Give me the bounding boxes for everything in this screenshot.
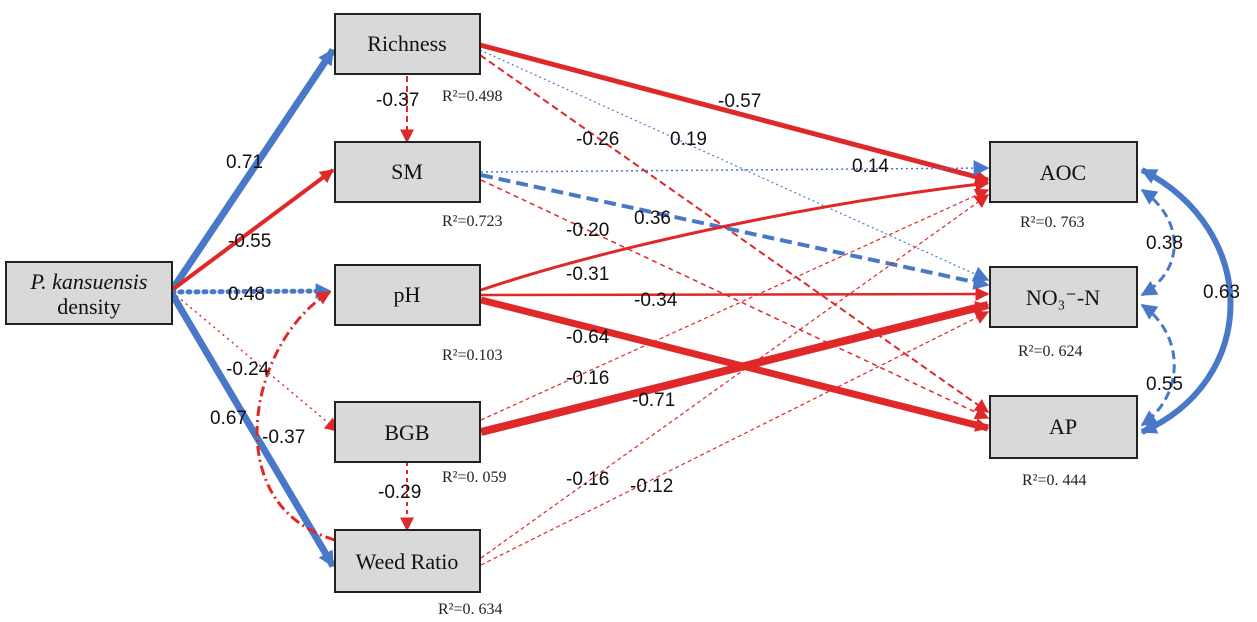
path-weed-aoc	[480, 194, 990, 559]
coef-pk-ph: 0.48	[228, 284, 265, 305]
node-sm: SM R²=0.723	[334, 141, 503, 230]
path-ph-ap	[480, 296, 990, 432]
coef-pk-sm: -0.55	[228, 231, 271, 252]
path-no3-ap-correlation	[1140, 303, 1176, 427]
node-weed-label: Weed Ratio	[356, 549, 459, 574]
node-ap-r2: R²=0. 444	[1022, 472, 1087, 489]
node-pk-density: P. kansuensis density	[5, 261, 173, 325]
node-ph: pH R²=0.103	[334, 264, 503, 364]
coef-pk-richness: 0.71	[226, 152, 263, 173]
coef-bgb-no3: -0.71	[632, 390, 675, 411]
coef-pk-bgb: -0.24	[226, 359, 270, 380]
node-aoc-label: AOC	[1040, 160, 1086, 185]
path-pk-ph	[169, 283, 333, 300]
node-no3-r2: R²=0. 624	[1018, 343, 1083, 360]
nodes-layer: P. kansuensis density Richness R²=0.498 …	[5, 13, 1138, 618]
path-aoc-ap-correlation	[1140, 167, 1234, 435]
coef-aoc-no3: 0.38	[1146, 233, 1183, 254]
path-richness-ap	[479, 54, 990, 413]
node-pk-line1: P. kansuensis	[30, 269, 148, 294]
node-ap-label: AP	[1049, 414, 1077, 439]
coef-sm-aoc: 0.14	[852, 156, 889, 177]
node-aoc: AOC R²=0. 763	[989, 141, 1138, 231]
path-bgb-aoc	[480, 188, 990, 421]
node-bgb: BGB R²=0. 059	[334, 401, 507, 486]
node-sm-r2: R²=0.723	[442, 213, 503, 230]
coef-aoc-ap: 0.63	[1203, 282, 1240, 303]
coef-ph-no3: -0.34	[634, 290, 678, 311]
path-ph-no3	[480, 287, 990, 302]
node-no3n: NO₃⁻-N R²=0. 624	[989, 266, 1138, 360]
path-pk-bgb	[171, 291, 340, 432]
coef-richness-ap: -0.26	[576, 129, 619, 150]
path-sm-ap	[480, 179, 990, 419]
coef-weed-aoc: -0.16	[566, 469, 609, 490]
path-pk-richness	[169, 48, 336, 292]
path-weed-no3	[480, 311, 990, 566]
coef-bgb-aoc: -0.16	[566, 368, 609, 389]
node-ph-label: pH	[394, 282, 421, 307]
node-weed-r2: R²=0. 634	[438, 601, 503, 618]
coef-ph-aoc: -0.31	[566, 264, 609, 285]
node-sm-label: SM	[391, 159, 423, 184]
node-bgb-label: BGB	[384, 420, 429, 445]
node-richness: Richness R²=0.498	[334, 13, 503, 105]
coef-richness-no3: 0.19	[670, 129, 707, 150]
path-richness-aoc	[479, 42, 990, 184]
node-weed-ratio: Weed Ratio R²=0. 634	[334, 529, 503, 618]
node-richness-r2: R²=0.498	[442, 88, 503, 105]
node-no3-label: NO₃⁻-N	[1026, 285, 1100, 310]
paths-layer	[168, 42, 1234, 568]
path-sm-no3	[480, 173, 990, 290]
path-pk-weed	[168, 292, 337, 568]
coef-ph-ap: -0.64	[566, 327, 610, 348]
node-aoc-r2: R²=0. 763	[1020, 214, 1085, 231]
coef-weed-ph: -0.37	[262, 427, 305, 448]
path-richness-no3	[479, 49, 990, 282]
coef-no3-ap: 0.55	[1146, 374, 1183, 395]
node-bgb-r2: R²=0. 059	[442, 469, 507, 486]
coef-pk-weed: 0.67	[210, 408, 247, 429]
coef-richness-sm: -0.37	[376, 90, 419, 111]
node-richness-label: Richness	[367, 31, 446, 56]
coef-sm-ap: -0.20	[566, 220, 609, 241]
node-pk-line2: density	[57, 294, 121, 319]
coef-sm-no3: 0.36	[634, 208, 671, 229]
coef-weed-no3: -0.12	[630, 476, 673, 497]
path-weed-ph	[255, 290, 336, 542]
path-bgb-no3	[480, 301, 990, 436]
path-ph-aoc	[480, 177, 990, 292]
node-ap: AP R²=0. 444	[989, 395, 1138, 489]
path-pk-sm	[170, 168, 335, 292]
path-sm-aoc	[480, 160, 990, 177]
node-ph-r2: R²=0.103	[442, 347, 503, 364]
coef-bgb-weed: -0.29	[378, 482, 421, 503]
coefficient-labels: 0.71 -0.55 0.48 -0.24 0.67 -0.37 -0.37 -…	[210, 90, 1240, 503]
coef-richness-aoc: -0.57	[718, 91, 761, 112]
